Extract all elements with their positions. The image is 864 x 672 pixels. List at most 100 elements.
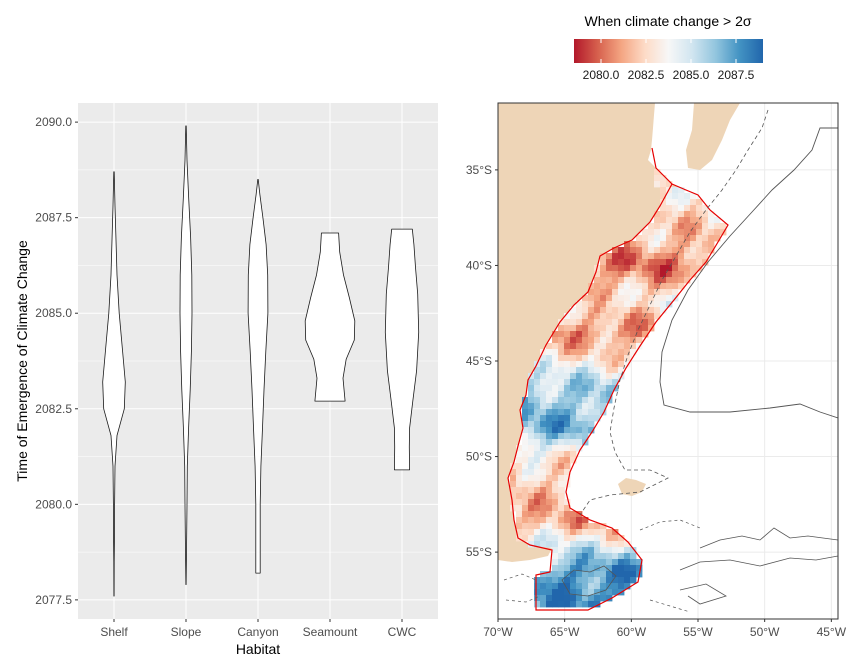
toe-cell	[624, 313, 631, 320]
toe-cell	[552, 481, 559, 488]
violin-slope	[179, 125, 193, 585]
toe-cell	[666, 241, 673, 248]
toe-cell	[594, 553, 601, 560]
toe-cell	[534, 421, 541, 428]
toe-cell	[630, 283, 637, 290]
toe-cell	[570, 367, 577, 374]
toe-cell	[606, 271, 613, 278]
toe-cell	[558, 565, 565, 572]
toe-cell	[648, 289, 655, 296]
toe-cell	[594, 361, 601, 368]
toe-cell	[564, 361, 571, 368]
toe-cell	[678, 265, 685, 272]
toe-cell	[606, 595, 613, 602]
toe-cell	[654, 277, 661, 284]
toe-cell	[600, 313, 607, 320]
toe-cell	[624, 253, 631, 260]
toe-cell	[636, 265, 643, 272]
toe-cell	[540, 511, 547, 518]
toe-cell	[540, 355, 547, 362]
toe-cell	[576, 373, 583, 380]
toe-cell	[612, 553, 619, 560]
toe-cell	[576, 367, 583, 374]
toe-cell	[600, 343, 607, 350]
toe-cell	[618, 349, 625, 356]
toe-cell	[654, 223, 661, 230]
toe-cell	[534, 499, 541, 506]
toe-cell	[546, 355, 553, 362]
toe-cell	[600, 547, 607, 554]
toe-cell	[540, 493, 547, 500]
toe-cell	[690, 259, 697, 266]
toe-cell	[582, 313, 589, 320]
toe-cell	[540, 541, 547, 548]
toe-cell	[534, 379, 541, 386]
toe-cell	[540, 475, 547, 482]
toe-cell	[564, 511, 571, 518]
toe-cell	[522, 493, 529, 500]
toe-cell	[564, 565, 571, 572]
toe-cell	[564, 439, 571, 446]
toe-cell	[624, 559, 631, 566]
toe-cell	[570, 385, 577, 392]
toe-cell	[576, 595, 583, 602]
toe-cell	[558, 583, 565, 590]
toe-cell	[672, 187, 679, 194]
toe-cell	[564, 355, 571, 362]
toe-cell	[606, 343, 613, 350]
toe-cell	[576, 553, 583, 560]
toe-cell	[690, 217, 697, 224]
violin-cwc	[384, 228, 420, 471]
toe-cell	[606, 325, 613, 332]
toe-cell	[666, 253, 673, 260]
toe-cell	[594, 589, 601, 596]
toe-cell	[588, 409, 595, 416]
toe-cell	[630, 271, 637, 278]
toe-cell	[570, 451, 577, 458]
toe-cell	[576, 421, 583, 428]
toe-cell	[516, 511, 523, 518]
toe-cell	[552, 343, 559, 350]
toe-cell	[642, 235, 649, 242]
toe-cell	[582, 379, 589, 386]
toe-cell	[540, 397, 547, 404]
toe-cell	[684, 259, 691, 266]
toe-cell	[660, 223, 667, 230]
toe-cell	[528, 391, 535, 398]
toe-cell	[612, 283, 619, 290]
toe-cell	[546, 349, 553, 356]
toe-cell	[594, 403, 601, 410]
toe-cell	[630, 577, 637, 584]
toe-cell	[594, 325, 601, 332]
toe-cell	[558, 325, 565, 332]
toe-cell	[612, 571, 619, 578]
toe-cell	[582, 415, 589, 422]
toe-cell	[702, 205, 709, 212]
toe-cell	[564, 571, 571, 578]
toe-cell	[606, 385, 613, 392]
toe-cell	[534, 517, 541, 524]
toe-cell	[576, 547, 583, 554]
toe-cell	[618, 325, 625, 332]
toe-cell	[552, 511, 559, 518]
toe-cell	[618, 547, 625, 554]
toe-cell	[582, 295, 589, 302]
toe-cell	[660, 193, 667, 200]
toe-cell	[552, 499, 559, 506]
toe-cell	[600, 589, 607, 596]
toe-cell	[624, 349, 631, 356]
toe-cell	[540, 379, 547, 386]
toe-cell	[570, 403, 577, 410]
toe-cell	[564, 469, 571, 476]
toe-cell	[528, 421, 535, 428]
toe-cell	[612, 379, 619, 386]
y-tick-label: 2082.5	[35, 402, 72, 416]
toe-cell	[606, 379, 613, 386]
toe-cell	[606, 547, 613, 554]
toe-cell	[522, 523, 529, 530]
toe-cell	[546, 523, 553, 530]
toe-cell	[660, 235, 667, 242]
toe-cell	[588, 337, 595, 344]
toe-cell	[552, 475, 559, 482]
toe-cell	[576, 319, 583, 326]
